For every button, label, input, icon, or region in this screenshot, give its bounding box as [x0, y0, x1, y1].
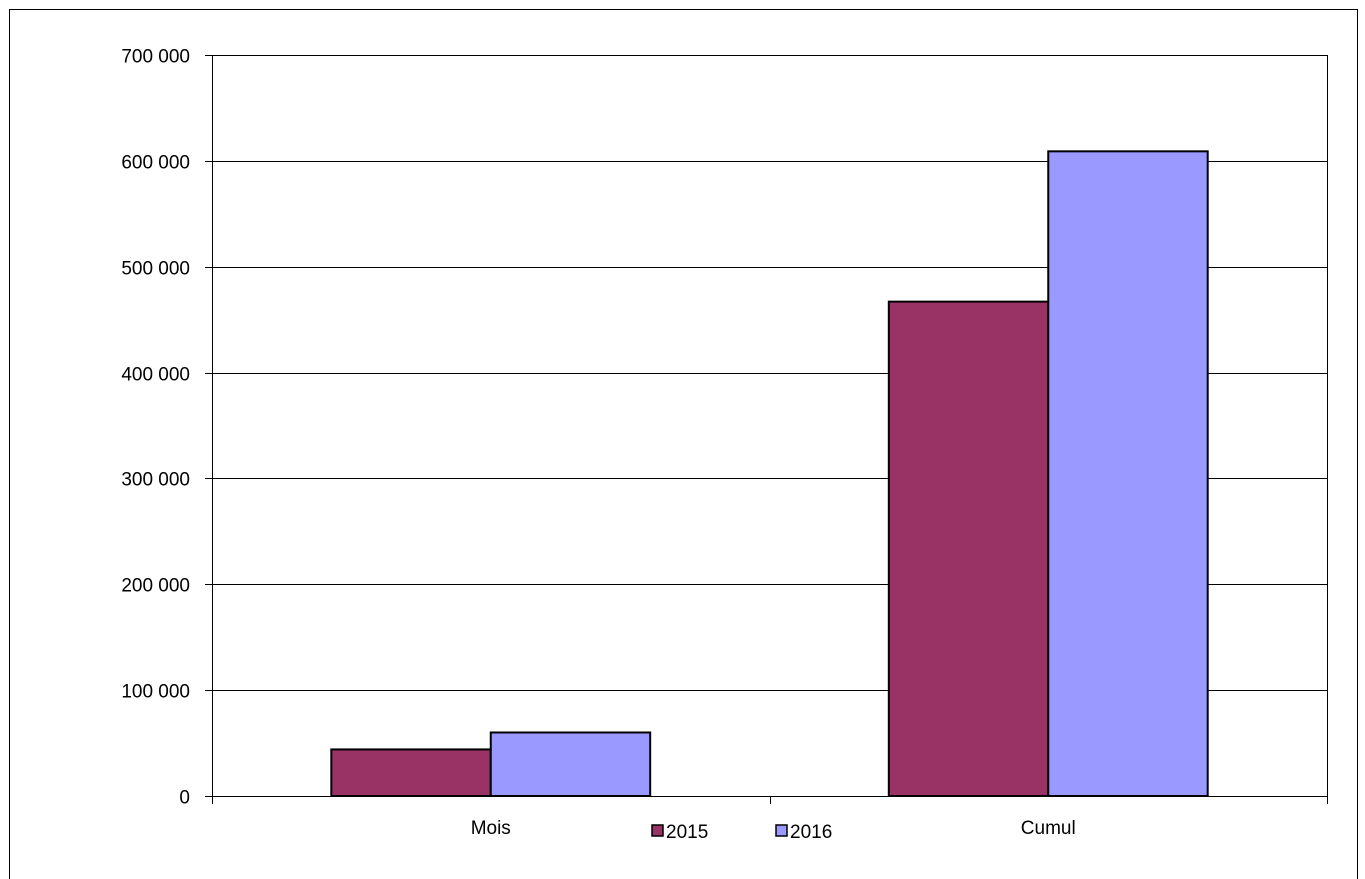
y-tick-label: 400 000 — [121, 365, 190, 386]
axes — [205, 55, 1328, 804]
x-tick-labels: Mois Cumul — [471, 818, 1076, 839]
y-tick-label: 600 000 — [121, 153, 190, 174]
y-tick-label: 700 000 — [121, 47, 190, 68]
gridlines — [212, 55, 1327, 691]
y-tick-label: 100 000 — [121, 682, 190, 703]
y-tick-label: 500 000 — [121, 259, 190, 280]
bar-2015-cumul — [887, 300, 1050, 797]
legend-label-2015: 2015 — [666, 822, 708, 843]
legend: 2015 2016 — [651, 822, 832, 843]
chart-frame — [9, 9, 1358, 879]
bars — [330, 150, 1209, 798]
bar-2016-mois — [489, 731, 652, 798]
legend-swatch-2015 — [651, 824, 664, 837]
y-tick-label: 200 000 — [121, 576, 190, 597]
legend-label-2016: 2016 — [790, 822, 832, 843]
y-tick-label: 300 000 — [121, 470, 190, 491]
x-tick-label: Cumul — [1021, 818, 1076, 839]
y-tick-label: 0 — [179, 788, 190, 809]
y-tick-labels: 0 100 000 200 000 300 000 400 000 500 000 600 … — [121, 47, 190, 809]
bar-2016-cumul — [1047, 150, 1209, 797]
bar-2015-mois — [330, 748, 492, 797]
legend-swatch-2016 — [775, 824, 788, 837]
x-tick-label: Mois — [471, 818, 511, 839]
